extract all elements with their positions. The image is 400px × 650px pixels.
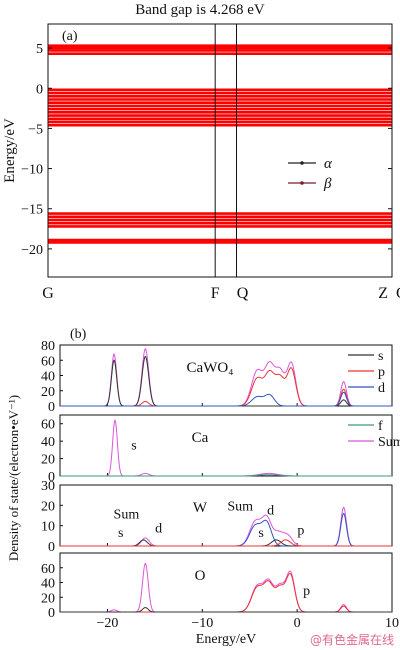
dos-curve [60,539,392,547]
dos-y-tick-label: 20 [41,591,55,606]
dos-y-tick-label: 60 [41,354,55,369]
dos-subplot-label: W [193,500,208,516]
figure-title: Band gap is 4.268 eV [135,2,265,18]
y-tick-label: −10 [21,163,43,178]
dos-y-tick-label: 40 [41,577,55,592]
dos-subplot-label: CaWO₄ [187,360,234,376]
dos-curve [60,572,392,613]
dos-y-tick-label: 20 [41,453,55,468]
y-axis-label: Energy/eV [2,118,18,183]
dos-y-tick-label: 80 [41,339,55,354]
dos-x-axis-label: Energy/eV [196,632,256,647]
dos-curve [60,348,392,407]
dos-curve [60,512,392,547]
dos-panel: 020406080CaWO₄spd0204060CafSums0102030WS… [6,327,400,647]
panel-label: (b) [70,327,87,342]
dos-curve [60,562,392,613]
dos-y-tick-label: 0 [48,540,55,555]
dos-subplot-label: O [195,568,206,584]
band-plot-frame [47,23,393,278]
dos-annotation: p [303,584,310,599]
legend-label: β [323,176,332,192]
kpath-label: Z [378,285,388,302]
dos-curve [60,506,392,547]
dos-subplot-frame [59,552,393,613]
kpath-label: G [42,285,54,302]
dos-x-tick-label: 10 [385,616,399,631]
dos-x-tick-label: −10 [191,616,213,631]
dos-curve [60,418,392,477]
dos-y-tick-label: 0 [48,470,55,485]
dos-y-tick-label: 10 [41,520,55,535]
dos-annotation: d [267,503,274,518]
dos-annotation: Sum [114,507,140,522]
legend-marker [300,161,304,165]
panel-label: (a) [62,29,78,44]
dos-subplot-label: Ca [192,430,209,446]
dos-legend-label: f [378,419,383,434]
dos-y-tick-label: 20 [41,499,55,514]
dos-y-tick-label: 20 [41,385,55,400]
dos-y-tick-label: 30 [41,479,55,494]
dos-legend-label: Sum [378,435,400,450]
dos-subplot-frame [59,414,393,477]
dos-legend-label: p [378,365,385,380]
y-tick-label: 5 [36,42,43,57]
dos-y-tick-label: 0 [48,606,55,621]
dos-annotation: s [258,526,263,541]
watermark: @有色金属在线 [309,633,394,647]
dos-y-tick-label: 40 [41,435,55,450]
dos-y-tick-label: 40 [41,370,55,385]
dos-annotation: s [118,526,123,541]
dos-y-tick-label: 60 [41,562,55,577]
dos-curve [60,607,392,613]
dos-curve [60,539,392,547]
legend-label: α [324,156,333,172]
dos-y-tick-label: 0 [48,400,55,415]
dos-x-tick-label: 0 [294,616,301,631]
dos-legend-label: d [378,381,385,396]
dos-y-axis-label: Density of state/(electron•eV⁻¹) [6,395,21,561]
y-tick-label: −5 [28,122,43,137]
dos-curve [60,391,392,407]
legend-marker [300,181,304,185]
dos-annotation: p [297,524,304,539]
dos-annotation: s [131,439,136,454]
y-tick-label: −15 [21,203,43,218]
dos-curve [60,474,392,477]
kpath-label: G [396,285,400,302]
y-tick-label: 0 [36,82,43,97]
kpath-label: F [211,285,220,302]
dos-annotation: d [155,522,162,537]
dos-annotation: Sum [227,499,253,514]
y-tick-label: −20 [21,243,43,258]
dos-x-tick-label: −20 [96,616,118,631]
dos-legend-label: s [378,349,383,364]
kpath-label: Q [237,285,249,302]
dos-y-tick-label: 60 [41,418,55,433]
